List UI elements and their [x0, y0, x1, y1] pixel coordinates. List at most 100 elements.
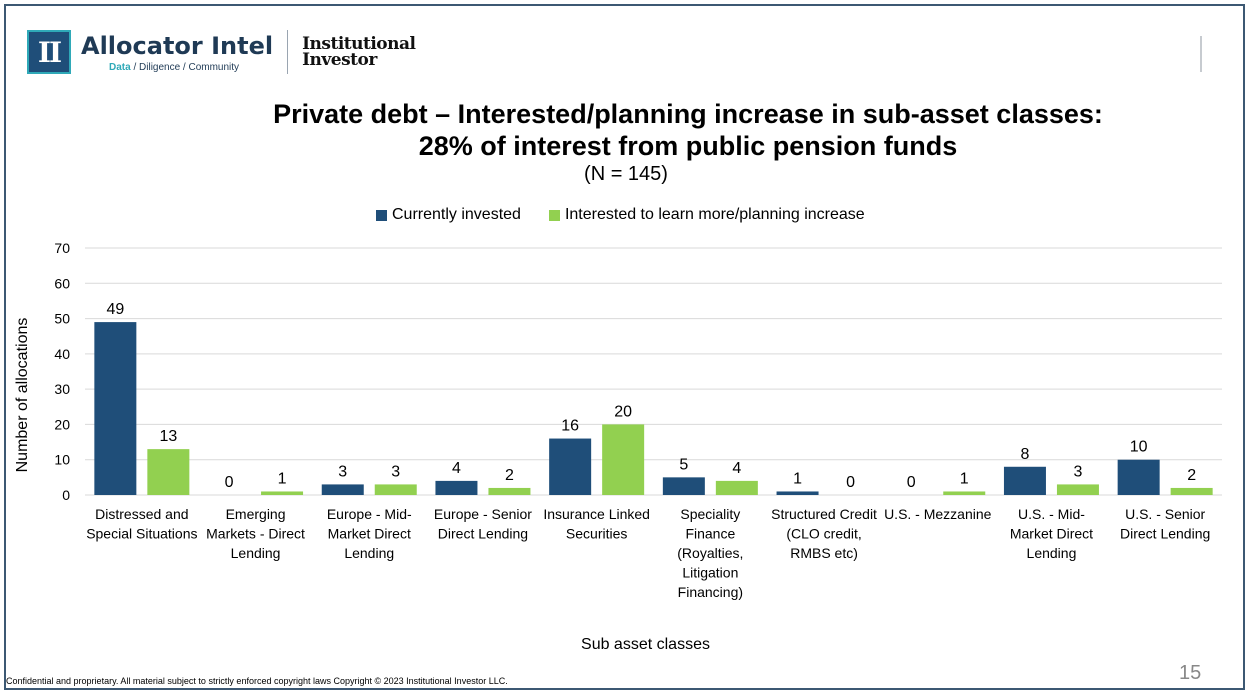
- chart-legend: Currently invested Interested to learn m…: [376, 206, 893, 224]
- x-tick-label: Europe - Mid-: [327, 506, 412, 522]
- data-label: 0: [225, 474, 234, 491]
- legend-label-currently-invested: Currently invested: [392, 206, 521, 223]
- bar-currently-invested: [1117, 459, 1160, 495]
- legend-label-interested: Interested to learn more/planning increa…: [564, 206, 865, 223]
- x-tick-label: Finance: [685, 526, 735, 542]
- y-tick-label: 20: [54, 416, 70, 432]
- tagline-rest: / Diligence / Community: [130, 61, 240, 73]
- data-label: 4: [452, 460, 461, 477]
- data-label: 20: [614, 403, 632, 420]
- bar-interested: [488, 487, 531, 495]
- x-tick-label: U.S. - Mezzanine: [884, 506, 992, 522]
- chart-title: Private debt – Interested/planning incre…: [0, 98, 1252, 162]
- slide-frame: [4, 4, 1245, 690]
- legend-swatch-currently-invested: [376, 209, 387, 221]
- legend-item-interested: Interested to learn more/planning increa…: [548, 206, 865, 224]
- brand-tagline: Data / Diligence / Community: [81, 62, 273, 73]
- bar-interested: [374, 484, 417, 495]
- y-tick-label: 70: [54, 240, 70, 256]
- x-tick-label: Speciality: [680, 506, 740, 522]
- bar-interested: [943, 491, 986, 495]
- data-label: 0: [907, 474, 916, 491]
- x-tick-label: Markets - Direct: [206, 526, 305, 542]
- y-tick-label: 60: [54, 275, 70, 291]
- page-number: 15: [1179, 662, 1202, 684]
- chart-subtitle: (N = 145): [584, 163, 668, 185]
- x-tick-label: Financing): [678, 584, 743, 600]
- header-right-bar: [1200, 36, 1202, 72]
- x-tick-label: Market Direct: [328, 526, 411, 542]
- bar-interested: [147, 449, 190, 495]
- x-tick-label: U.S. - Mid-: [1018, 506, 1085, 522]
- y-tick-label: 0: [62, 487, 70, 503]
- data-label: 0: [846, 474, 855, 491]
- data-label: 10: [1130, 439, 1148, 456]
- bar-interested: [261, 491, 304, 495]
- brand-name: Allocator Intel: [81, 31, 274, 60]
- ii-logo-line1: Institutional: [302, 34, 416, 54]
- data-label: 4: [732, 460, 741, 477]
- bar-currently-invested: [1003, 466, 1046, 495]
- x-tick-label: Litigation: [682, 565, 738, 581]
- data-label: 2: [1187, 467, 1196, 484]
- x-tick-label: Lending: [1027, 545, 1077, 561]
- bar-interested: [1056, 484, 1099, 495]
- legend-swatch-interested: [548, 209, 560, 221]
- x-tick-label: (CLO credit,: [786, 526, 861, 542]
- y-tick-label: 40: [54, 346, 70, 362]
- y-tick-label: 50: [54, 311, 70, 327]
- institutional-investor-logo: Institutional Investor: [302, 34, 416, 70]
- x-tick-label: Securities: [566, 526, 627, 542]
- allocator-intel-logo-icon: II: [27, 30, 71, 74]
- data-label: 3: [1073, 463, 1082, 480]
- x-tick-label: Emerging: [226, 506, 286, 522]
- x-tick-label: Direct Lending: [438, 526, 528, 542]
- data-label: 49: [106, 301, 124, 318]
- x-tick-label: Market Direct: [1010, 526, 1093, 542]
- data-label: 1: [960, 470, 969, 487]
- footer-copyright: Confidential and proprietary. All materi…: [6, 676, 508, 686]
- logo-divider: [287, 30, 289, 74]
- x-tick-label: Lending: [344, 545, 394, 561]
- data-label: 2: [505, 467, 514, 484]
- bar-currently-invested: [94, 322, 137, 495]
- y-tick-label: 30: [54, 381, 70, 397]
- ii-logo-line2: Investor: [302, 50, 377, 70]
- x-tick-label: Insurance Linked: [543, 506, 650, 522]
- data-label: 8: [1020, 446, 1029, 463]
- data-label: 16: [561, 418, 579, 435]
- x-axis-title: Sub asset classes: [581, 636, 710, 653]
- data-label: 1: [278, 470, 287, 487]
- data-label: 13: [159, 428, 177, 445]
- bar-currently-invested: [435, 480, 478, 495]
- y-axis-title: Number of allocations: [14, 318, 31, 473]
- chart-title-line1: Private debt – Interested/planning incre…: [273, 99, 1103, 129]
- x-tick-label: Lending: [231, 545, 281, 561]
- x-tick-label: Special Situations: [86, 526, 197, 542]
- bar-currently-invested: [321, 484, 364, 495]
- bar-interested: [715, 480, 758, 495]
- x-tick-label: Structured Credit: [771, 506, 877, 522]
- legend-item-currently-invested: Currently invested: [376, 206, 521, 224]
- bar-currently-invested: [662, 477, 705, 495]
- data-label: 1: [793, 470, 802, 487]
- data-label: 5: [679, 456, 688, 473]
- data-label: 3: [391, 463, 400, 480]
- data-label: 3: [338, 463, 347, 480]
- x-tick-label: Distressed and: [95, 506, 188, 522]
- bar-currently-invested: [776, 491, 819, 495]
- header-logos: II Allocator Intel Data / Diligence / Co…: [27, 30, 416, 74]
- bar-interested: [1170, 487, 1213, 495]
- logo-letters: II: [37, 35, 62, 69]
- y-tick-label: 10: [54, 452, 70, 468]
- x-tick-label: U.S. - Senior: [1125, 506, 1205, 522]
- x-tick-label: Europe - Senior: [434, 506, 532, 522]
- chart-title-line2: 28% of interest from public pension fund…: [418, 131, 958, 161]
- x-tick-label: RMBS etc): [790, 545, 858, 561]
- bar-currently-invested: [549, 438, 592, 495]
- x-tick-label: (Royalties,: [677, 545, 743, 561]
- bar-interested: [602, 424, 645, 495]
- tagline-data: Data: [109, 61, 131, 73]
- brand-block: Allocator Intel Data / Diligence / Commu…: [81, 32, 273, 73]
